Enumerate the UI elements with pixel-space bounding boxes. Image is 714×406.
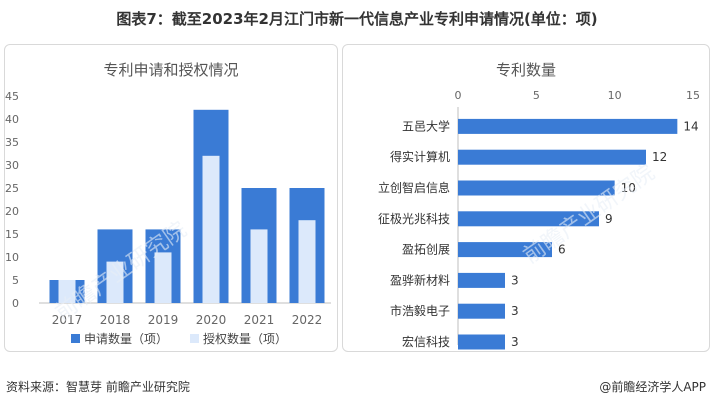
y-tick-label-40: 40 bbox=[5, 113, 19, 126]
category-label-五邑大学: 五邑大学 bbox=[402, 118, 450, 133]
x-tick-label-2017: 2017 bbox=[52, 313, 83, 327]
category-label-立创智启信息: 立创智启信息 bbox=[378, 180, 450, 195]
bar-grants-2020 bbox=[202, 155, 220, 303]
x-tick-label-2020: 2020 bbox=[196, 313, 227, 327]
bar-市浩毅电子 bbox=[458, 303, 505, 319]
bar-grants-2022 bbox=[298, 220, 316, 303]
category-label-宏信科技: 宏信科技 bbox=[402, 334, 450, 349]
value-label-市浩毅电子: 3 bbox=[511, 304, 519, 318]
bar-grants-2021 bbox=[250, 229, 268, 303]
x-tick-label-0: 0 bbox=[455, 89, 462, 102]
legend-swatch-grants bbox=[190, 334, 199, 343]
bar-grants-2017 bbox=[58, 280, 76, 303]
value-label-盈拓创展: 6 bbox=[558, 243, 566, 257]
y-tick-label-0: 0 bbox=[12, 297, 19, 310]
category-label-得实计算机: 得实计算机 bbox=[390, 149, 450, 164]
patent-count-panel: 专利数量 0 5 10 15 五邑大学 14 得实计算机 12 立创智启信息 10 征极光兆科技 9 盈拓… bbox=[342, 44, 710, 352]
y-tick-label-15: 15 bbox=[5, 228, 19, 241]
applications-grants-chart: 专利申请和授权情况 0 5 10 15 20 25 30 35 40 45 2017 2018 2019 2… bbox=[5, 61, 331, 346]
x-tick-label-2019: 2019 bbox=[148, 313, 179, 327]
legend-swatch-applications bbox=[71, 334, 80, 343]
bar-grants-2019 bbox=[154, 252, 172, 303]
page-title: 图表7：截至2023年2月江门市新一代信息产业专利申请情况(单位：项) bbox=[116, 10, 598, 28]
bar-盈骅新材料 bbox=[458, 272, 505, 288]
bar-得实计算机 bbox=[458, 149, 646, 165]
value-label-宏信科技: 3 bbox=[511, 335, 519, 349]
value-label-五邑大学: 14 bbox=[683, 119, 698, 133]
x-tick-label-2022: 2022 bbox=[292, 313, 323, 327]
x-tick-label-2018: 2018 bbox=[100, 313, 131, 327]
bar-五邑大学 bbox=[458, 118, 678, 134]
chart-title-right: 专利数量 bbox=[496, 61, 556, 79]
y-tick-label-20: 20 bbox=[5, 205, 19, 218]
category-label-征极光兆科技: 征极光兆科技 bbox=[378, 212, 450, 226]
value-label-盈骅新材料: 3 bbox=[511, 273, 519, 287]
source-note: 资料来源：智慧芽 前瞻产业研究院 bbox=[6, 380, 190, 394]
bar-征极光兆科技 bbox=[458, 211, 599, 227]
chart-title-left: 专利申请和授权情况 bbox=[103, 61, 238, 79]
legend-label-applications: 申请数量（项） bbox=[84, 331, 168, 346]
y-tick-label-35: 35 bbox=[5, 136, 19, 149]
bar-grants-2018 bbox=[106, 261, 124, 303]
y-tick-label-30: 30 bbox=[5, 159, 19, 172]
value-label-征极光兆科技: 9 bbox=[605, 212, 613, 226]
bar-盈拓创展 bbox=[458, 242, 552, 258]
category-label-盈骅新材料: 盈骅新材料 bbox=[390, 272, 450, 287]
category-label-盈拓创展: 盈拓创展 bbox=[402, 243, 450, 257]
applications-grants-panel: 专利申请和授权情况 0 5 10 15 20 25 30 35 40 45 2017 2018 2019 2… bbox=[4, 44, 338, 352]
value-label-立创智启信息: 10 bbox=[621, 181, 636, 195]
y-tick-label-5: 5 bbox=[12, 274, 19, 287]
x-tick-label-15: 15 bbox=[686, 89, 700, 102]
bar-宏信科技 bbox=[458, 334, 505, 350]
category-label-市浩毅电子: 市浩毅电子 bbox=[390, 303, 450, 318]
y-tick-label-10: 10 bbox=[5, 251, 19, 264]
x-tick-label-10: 10 bbox=[608, 89, 622, 102]
y-tick-label-45: 45 bbox=[5, 90, 19, 103]
brand-credit: @前瞻经济学人APP bbox=[599, 380, 706, 394]
value-label-得实计算机: 12 bbox=[652, 150, 667, 164]
legend-label-grants: 授权数量（项） bbox=[203, 331, 287, 346]
x-tick-label-5: 5 bbox=[533, 89, 540, 102]
y-tick-label-25: 25 bbox=[5, 182, 19, 195]
x-tick-label-2021: 2021 bbox=[244, 313, 275, 327]
patent-count-chart: 专利数量 0 5 10 15 五邑大学 14 得实计算机 12 立创智启信息 10 征极光兆科技 9 盈拓… bbox=[378, 61, 700, 350]
bar-立创智启信息 bbox=[458, 180, 615, 196]
